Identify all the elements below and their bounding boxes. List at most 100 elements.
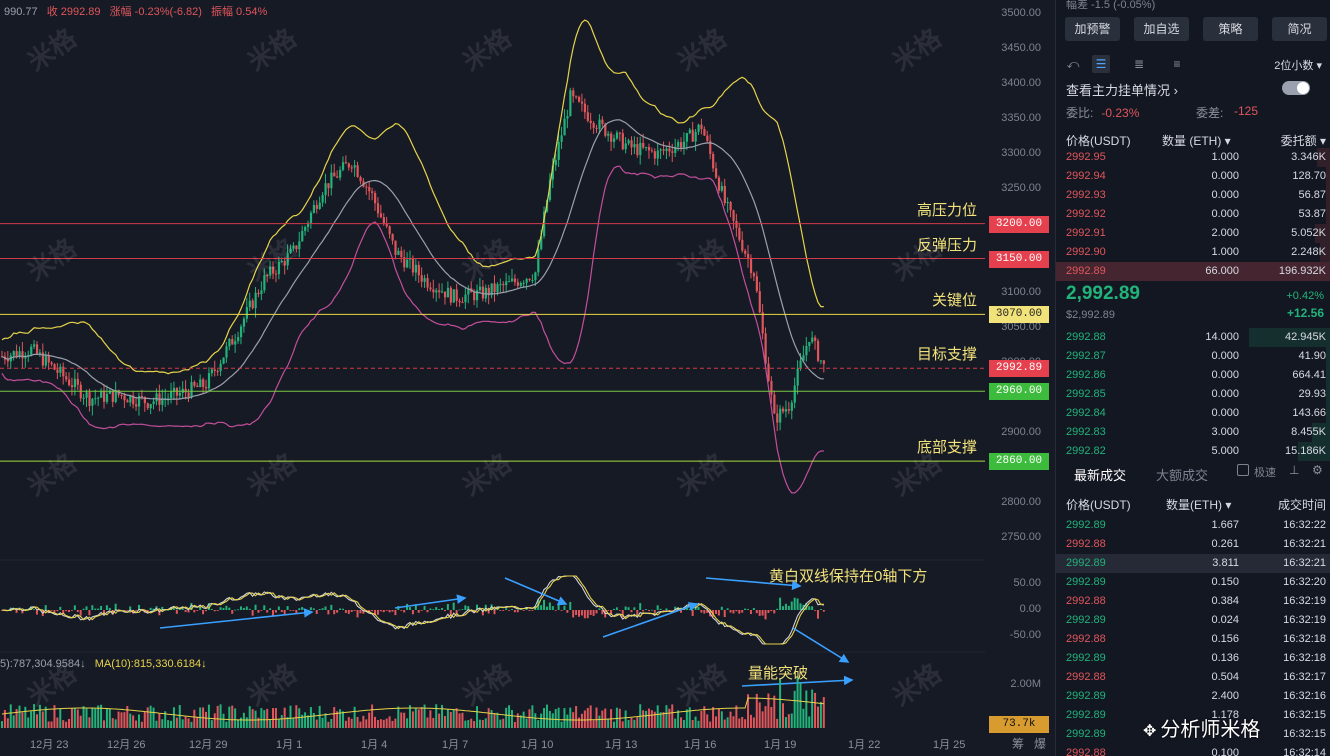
volume-bar [41, 711, 44, 728]
tab-large-trades[interactable]: 大额成交 [1156, 468, 1209, 483]
trade-price: 2992.89 [1066, 709, 1106, 721]
volume-bar [12, 715, 15, 728]
macd-histogram-bar [540, 605, 543, 610]
macd-histogram-bar [149, 607, 152, 610]
liquidation-button[interactable]: 爆 [1034, 737, 1047, 751]
macd-histogram-bar [234, 609, 237, 611]
candle-body [624, 143, 627, 150]
candle-body [333, 172, 336, 177]
macd-histogram-bar [502, 610, 505, 611]
candle-body [645, 147, 648, 149]
candle-body [612, 138, 616, 142]
chart-area[interactable]: 990.77 收 2992.89 涨幅 -0.23%(-6.82) 振幅 0.5… [0, 0, 1149, 756]
volume-bar [347, 717, 350, 728]
trade-row: 2992.89 0.150 16:32:20 [1056, 573, 1330, 592]
ask-row[interactable]: 2992.92 0.000 53.87 [1056, 205, 1330, 224]
macd-histogram-bar [73, 605, 76, 610]
author-name: 分析师米格 [1160, 719, 1261, 741]
volume-bar [589, 705, 592, 728]
volume-bar [499, 719, 502, 728]
macd-histogram-bar [738, 610, 741, 614]
candle-body [146, 403, 149, 409]
order-price: 2992.91 [1066, 227, 1106, 239]
macd-histogram-bar [784, 603, 787, 610]
candle-body [76, 378, 79, 385]
ask-row[interactable]: 2992.90 1.000 2.248K [1056, 243, 1330, 262]
candle-body [735, 220, 738, 228]
candle-body [286, 253, 289, 266]
candle-body [155, 393, 158, 402]
ob-amount-header[interactable]: 委托额 ▾ [1280, 134, 1326, 148]
volume-bar [79, 715, 82, 728]
macd-histogram-bar [295, 610, 298, 614]
chips-button[interactable]: 筹 [1012, 737, 1025, 751]
bid-row[interactable]: 2992.88 14.000 42.945K [1056, 328, 1330, 347]
ask-row[interactable]: 2992.89 66.000 196.932K [1056, 262, 1330, 281]
macd-histogram-bar [496, 606, 499, 610]
volume-bar [697, 720, 700, 728]
order-price: 2992.86 [1066, 369, 1106, 381]
bid-row[interactable]: 2992.82 5.000 15.186K [1056, 442, 1330, 461]
orderbook-asks-icon[interactable]: ≡ [1173, 57, 1181, 71]
candle-body [566, 116, 569, 119]
overview-button[interactable]: 简况 [1272, 17, 1327, 41]
volume-bar [612, 721, 615, 728]
candle-body [443, 291, 447, 298]
strategy-button[interactable]: 策略 [1203, 17, 1258, 41]
macd-histogram-bar [767, 610, 770, 613]
bid-row[interactable]: 2992.83 3.000 8.455K [1056, 423, 1330, 442]
candle-body [717, 177, 721, 191]
macd-histogram-bar [455, 610, 458, 615]
last-price: 2,992.89 [1066, 283, 1140, 304]
candle-body [65, 376, 68, 380]
macd-histogram-bar [510, 608, 513, 610]
add-alert-button[interactable]: 加预警 [1065, 17, 1120, 41]
trade-qty: 0.024 [1211, 614, 1239, 626]
bid-row[interactable]: 2992.84 0.000 143.66 [1056, 404, 1330, 423]
decimals-select[interactable]: 2位小数 ▾ [1274, 60, 1322, 72]
bid-row[interactable]: 2992.86 0.000 664.41 [1056, 366, 1330, 385]
ask-row[interactable]: 2992.94 0.000 128.70 [1056, 167, 1330, 186]
volume-bar [545, 704, 548, 728]
fast-checkbox[interactable] [1237, 464, 1249, 476]
bid-row[interactable]: 2992.87 0.000 41.90 [1056, 347, 1330, 366]
macd-histogram-bar [505, 608, 508, 610]
macd-histogram-bar [633, 607, 636, 610]
ask-row[interactable]: 2992.91 2.000 5.052K [1056, 224, 1330, 243]
settings-gear-icon[interactable]: ⚙ [1312, 463, 1323, 477]
trade-row: 2992.89 1.667 16:32:22 [1056, 516, 1330, 535]
volume-bar [391, 720, 394, 728]
volume-bar [6, 718, 9, 728]
depth-toggle[interactable] [1282, 81, 1310, 95]
candle-body [374, 193, 377, 204]
candle-body [269, 266, 272, 276]
candle-body [347, 163, 350, 168]
ob-qty-header[interactable]: 数量 (ETH) ▾ [1162, 134, 1231, 148]
bid-row[interactable]: 2992.85 0.000 29.93 [1056, 385, 1330, 404]
orderbook-both-icon[interactable]: ☰ [1092, 55, 1110, 73]
candle-body [636, 144, 639, 156]
candle-body [368, 187, 371, 192]
macd-histogram-bar [403, 610, 406, 613]
macd-histogram-bar [461, 609, 464, 610]
macd-histogram-bar [671, 610, 674, 611]
ask-row[interactable]: 2992.95 1.000 3.346K [1056, 148, 1330, 167]
last-price-usd: $2,992.89 [1066, 309, 1115, 321]
macd-histogram-bar [277, 606, 280, 610]
candle-body [779, 408, 782, 423]
volume-bar [38, 704, 41, 728]
volume-bar [33, 704, 36, 728]
orderbook-bids-icon[interactable]: ≣ [1133, 57, 1145, 71]
candlestick-chart[interactable] [0, 0, 1055, 756]
depth-orders-link[interactable]: 查看主力挂单情况 › [1066, 83, 1178, 98]
add-watchlist-button[interactable]: 加自选 [1134, 17, 1189, 41]
order-qty: 0.000 [1211, 369, 1239, 381]
candle-body [394, 240, 397, 255]
undo-icon[interactable]: ⤺ [1066, 57, 1080, 71]
candle-body [618, 132, 622, 134]
volume-ma-line [1, 697, 824, 721]
trades-qty-header[interactable]: 数量(ETH) ▾ [1166, 498, 1232, 512]
ask-row[interactable]: 2992.93 0.000 56.87 [1056, 186, 1330, 205]
tab-latest-trades[interactable]: 最新成交 [1074, 468, 1127, 483]
filter-icon[interactable]: ⊥ [1289, 463, 1300, 477]
